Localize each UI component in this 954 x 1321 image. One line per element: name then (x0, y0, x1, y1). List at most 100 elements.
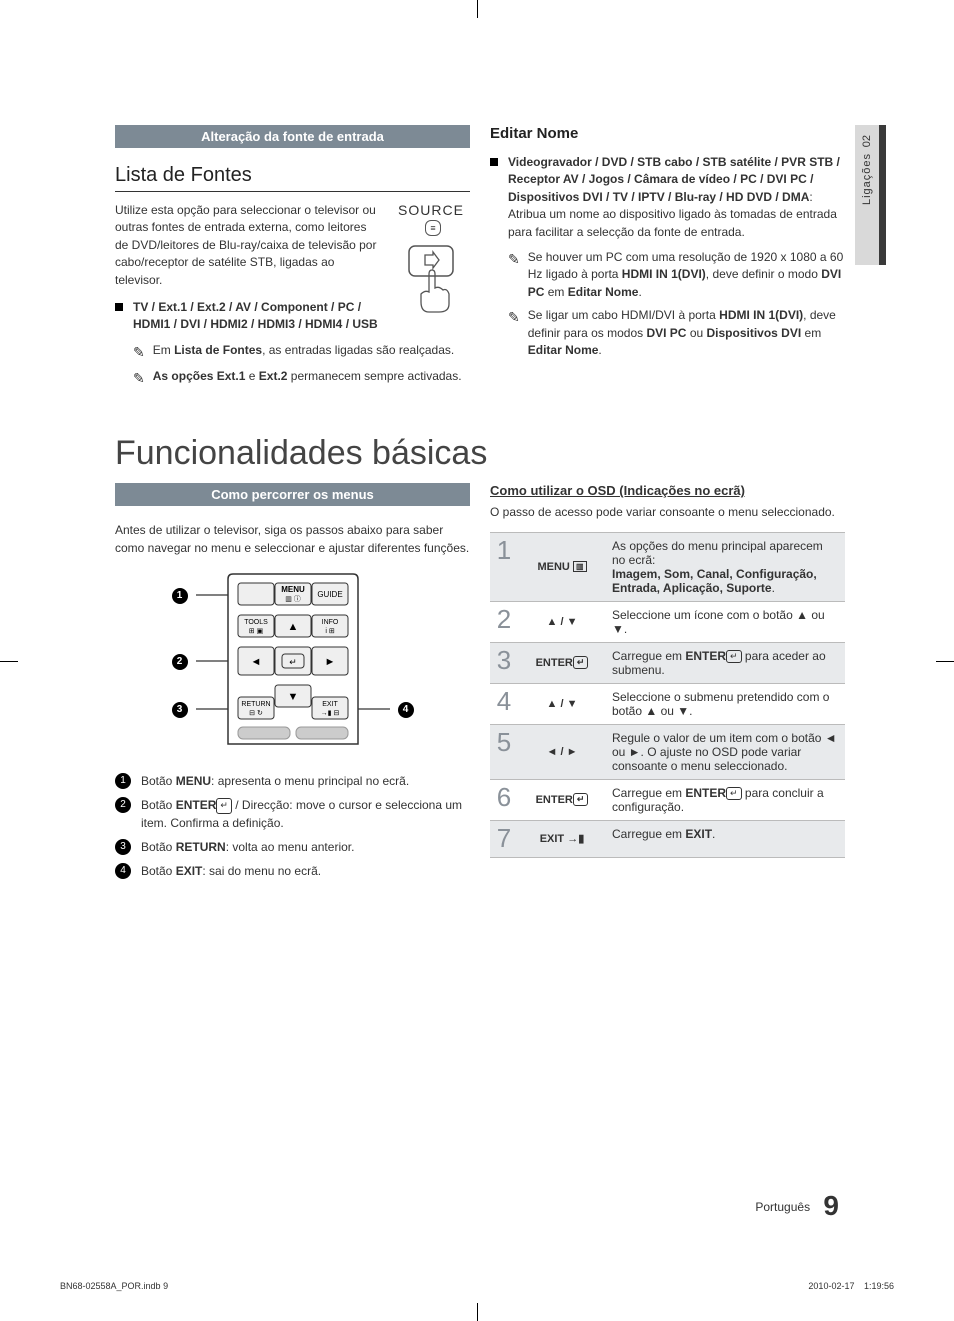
exit-icon: ▮ (578, 833, 584, 845)
osd-key: ENTER↵ (518, 779, 606, 820)
osd-description: Seleccione um ícone com o botão ▲ ou ▼. (606, 601, 845, 642)
legend-row: 2 Botão ENTER↵ / Direcção: move o cursor … (115, 796, 470, 832)
crop-mark-top (477, 0, 478, 18)
osd-row: 4▲ / ▼Seleccione o submenu pretendido co… (490, 683, 845, 724)
osd-description: Carregue em ENTER↵ para concluir a confi… (606, 779, 845, 820)
legend-row: 3 Botão RETURN: volta ao menu anterior. (115, 838, 470, 856)
svg-text:▥ ⓘ: ▥ ⓘ (285, 595, 301, 603)
col-right-bottom: Como utilizar o OSD (Indicações no ecrã)… (490, 483, 845, 886)
print-timestamp: 2010-02-17 1:19:56 (808, 1281, 894, 1291)
legend-number: 2 (115, 797, 131, 813)
print-line: BN68-02558A_POR.indb 9 2010-02-17 1:19:5… (60, 1281, 894, 1291)
svg-text:⊟ ↻: ⊟ ↻ (249, 710, 263, 717)
svg-text:▼: ▼ (287, 691, 298, 703)
col-right-top: Editar Nome Videogravador / DVD / STB ca… (490, 125, 845, 394)
legend-text: Botão MENU: apresenta o menu principal n… (141, 772, 409, 790)
note-icon: ✎ (508, 249, 520, 301)
legend-number: 1 (115, 773, 131, 789)
note-text: Em Lista de Fontes, as entradas ligadas … (153, 342, 470, 362)
osd-description: Carregue em ENTER↵ para aceder ao submen… (606, 642, 845, 683)
osd-key: ▲ / ▼ (518, 683, 606, 724)
svg-text:MENU: MENU (281, 585, 305, 594)
page-footer: Português 9 (755, 1190, 839, 1222)
source-list-bold: TV / Ext.1 / Ext.2 / AV / Component / PC… (133, 300, 378, 331)
note-text: As opções Ext.1 e Ext.2 permanecem sempr… (153, 368, 470, 388)
osd-key: ◄ / ► (518, 724, 606, 779)
side-tab-label: Ligações (861, 153, 873, 205)
svg-text:EXIT: EXIT (322, 701, 338, 708)
osd-intro: O passo de acesso pode variar consoante … (490, 504, 845, 521)
hand-press-icon (401, 244, 461, 314)
osd-key: ENTER↵ (518, 642, 606, 683)
osd-key: ▲ / ▼ (518, 601, 606, 642)
osd-row: 1MENU ▥As opções do menu principal apare… (490, 532, 845, 601)
crop-mark-bottom (477, 1303, 478, 1321)
col-left-top: Alteração da fonte de entrada Lista de F… (115, 125, 470, 394)
note-icon: ✎ (133, 342, 145, 362)
legend-number: 4 (115, 863, 131, 879)
osd-row: 3ENTER↵Carregue em ENTER↵ para aceder ao… (490, 642, 845, 683)
heading-osd: Como utilizar o OSD (Indicações no ecrã) (490, 483, 845, 498)
osd-step-number: 6 (490, 779, 518, 820)
osd-steps-table: 1MENU ▥As opções do menu principal apare… (490, 532, 845, 858)
osd-row: 7EXIT →▮Carregue em EXIT. (490, 820, 845, 857)
remote-illustration: MENU ▥ ⓘ GUIDE TOOLS ⊞ ▣ INFO i ⊞ ▲ (178, 569, 408, 749)
svg-text:GUIDE: GUIDE (317, 590, 342, 599)
svg-text:i ⊞: i ⊞ (325, 628, 335, 635)
osd-description: Regule o valor de um item com o botão ◄ … (606, 724, 845, 779)
legend-row: 4Botão EXIT: sai do menu no ecrã. (115, 862, 470, 880)
osd-key: EXIT →▮ (518, 820, 606, 857)
enter-icon: ↵ (726, 650, 742, 663)
legend-number: 3 (115, 839, 131, 855)
svg-text:◄: ◄ (250, 656, 261, 668)
bullet-edit-name: Videogravador / DVD / STB cabo / STB sat… (490, 154, 845, 241)
note-text: Se ligar um cabo HDMI/DVI à porta HDMI I… (528, 307, 845, 359)
enter-icon: ↵ (216, 798, 232, 814)
nav-intro: Antes de utilizar o televisor, siga os p… (115, 522, 470, 557)
square-bullet-icon (115, 303, 123, 311)
note-hdmi-dvi-cable: ✎ Se ligar um cabo HDMI/DVI à porta HDMI… (508, 307, 845, 359)
print-file: BN68-02558A_POR.indb 9 (60, 1281, 168, 1291)
legend-row: 1 Botão MENU: apresenta o menu principal … (115, 772, 470, 790)
col-left-bottom: Como percorrer os menus Antes de utiliza… (115, 483, 470, 886)
footer-page-number: 9 (823, 1190, 839, 1221)
enter-icon: ↵ (573, 793, 589, 806)
heading-edit-name: Editar Nome (490, 125, 845, 142)
heading-source-list: Lista de Fontes (115, 164, 470, 192)
svg-text:TOOLS: TOOLS (244, 619, 268, 626)
note-ext-always-on: ✎ As opções Ext.1 e Ext.2 permanecem sem… (133, 368, 470, 388)
osd-step-number: 7 (490, 820, 518, 857)
crop-mark-right (936, 661, 954, 662)
note-highlighted-inputs: ✎ Em Lista de Fontes, as entradas ligada… (133, 342, 470, 362)
svg-text:►: ► (324, 656, 335, 668)
square-bullet-icon (490, 158, 498, 166)
source-icon: ≡ (425, 220, 440, 236)
osd-description: As opções do menu principal aparecem no … (606, 532, 845, 601)
svg-text:▲: ▲ (287, 621, 298, 633)
svg-text:→▮ ⊟: →▮ ⊟ (320, 710, 339, 717)
bar-change-source: Alteração da fonte de entrada (115, 125, 470, 148)
osd-step-number: 3 (490, 642, 518, 683)
osd-step-number: 2 (490, 601, 518, 642)
side-tab: 02 Ligações (855, 125, 879, 265)
remote-figure: MENU ▥ ⓘ GUIDE TOOLS ⊞ ▣ INFO i ⊞ ▲ (115, 569, 470, 754)
side-tab-edge (879, 125, 886, 265)
osd-key: MENU ▥ (518, 532, 606, 601)
osd-description: Seleccione o submenu pretendido com o bo… (606, 683, 845, 724)
heading-basic-features: Funcionalidades básicas (115, 434, 845, 473)
callout-3: 3 (172, 701, 188, 718)
remote-legend: 1 Botão MENU: apresenta o menu principal … (115, 772, 470, 880)
osd-step-number: 1 (490, 532, 518, 601)
source-label: SOURCE (398, 202, 464, 218)
footer-lang: Português (755, 1200, 810, 1214)
svg-text:↵: ↵ (289, 657, 297, 667)
legend-text: Botão RETURN: volta ao menu anterior. (141, 838, 354, 856)
enter-icon: ↵ (573, 656, 589, 669)
legend-text: Botão ENTER↵ / Direcção: move o cursor e… (141, 796, 470, 832)
callout-2: 2 (172, 653, 188, 670)
osd-row: 5◄ / ►Regule o valor de um item com o bo… (490, 724, 845, 779)
bullet-source-list: TV / Ext.1 / Ext.2 / AV / Component / PC… (115, 299, 382, 334)
note-icon: ✎ (133, 368, 145, 388)
svg-text:⊞ ▣: ⊞ ▣ (248, 628, 262, 635)
osd-step-number: 4 (490, 683, 518, 724)
